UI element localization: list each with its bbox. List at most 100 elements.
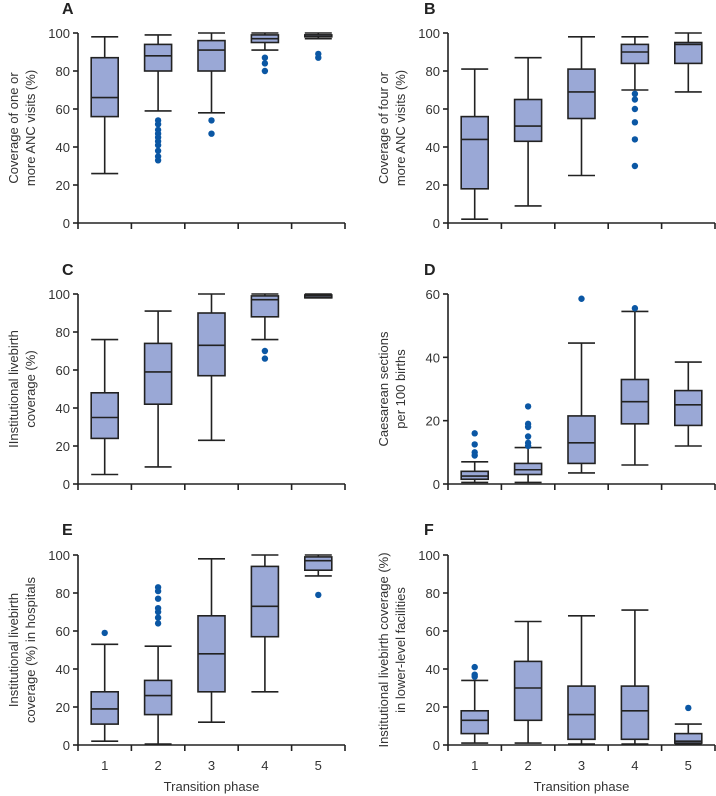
- box-phase-1: [460, 430, 490, 484]
- y-tick-label: 60: [426, 624, 440, 639]
- x-tick-label: 3: [208, 758, 215, 773]
- iqr-box: [197, 312, 226, 377]
- outlier-point: [154, 595, 162, 602]
- x-tick-label: 3: [578, 758, 585, 773]
- iqr-box: [143, 43, 173, 72]
- y-tick-label: 80: [56, 586, 70, 601]
- iqr-box: [620, 685, 650, 741]
- iqr-box: [673, 389, 703, 427]
- outlier-point: [154, 614, 162, 621]
- y-tick-label: 60: [56, 624, 70, 639]
- y-tick-label: 80: [56, 325, 70, 340]
- box-phase-5: [673, 32, 703, 93]
- y-tick-label: 80: [426, 586, 440, 601]
- box-phase-5: [303, 32, 333, 61]
- box-phase-4: [620, 305, 650, 466]
- iqr-box: [620, 43, 650, 65]
- box-phase-2: [143, 34, 173, 164]
- y-tick-label: 60: [56, 102, 70, 117]
- x-tick-label: 1: [471, 758, 478, 773]
- y-tick-label: 20: [56, 700, 70, 715]
- iqr-box: [567, 415, 596, 465]
- panel-letter: B: [424, 1, 436, 18]
- y-tick-label: 40: [426, 662, 440, 677]
- box-phase-4: [250, 32, 280, 75]
- y-tick-label: 0: [433, 216, 440, 231]
- panel-letter: E: [62, 522, 73, 539]
- y-tick-label: 20: [426, 178, 440, 193]
- y-tick-label: 100: [48, 287, 70, 302]
- box-phase-3: [567, 295, 596, 474]
- outlier-point: [631, 105, 639, 113]
- box-phase-2: [513, 403, 543, 484]
- box-phase-4: [620, 609, 650, 745]
- y-axis-title: Coverage of one or: [6, 72, 21, 184]
- x-axis-title: Transition phase: [164, 779, 260, 794]
- x-tick-label: 2: [524, 758, 531, 773]
- y-axis-title: Coverage of four or: [376, 71, 391, 184]
- box-phase-1: [90, 35, 119, 175]
- outlier-point: [631, 96, 639, 103]
- box-phase-5: [673, 361, 703, 447]
- y-axis-title: Institutional livebirth coverage (%): [376, 552, 391, 747]
- y-axis-title: coverage (%): [23, 350, 38, 427]
- iqr-box: [567, 68, 596, 120]
- panel-d: D 0 20 40 60 Caesarean sections per 100 births: [376, 262, 716, 492]
- outlier-point: [154, 157, 162, 164]
- box-phase-3: [567, 614, 596, 745]
- box-phase-2: [513, 56, 543, 207]
- box-phase-1: [460, 663, 490, 744]
- x-tick-label: 1: [101, 758, 108, 773]
- box-phase-5: [673, 704, 703, 745]
- iqr-box: [303, 556, 333, 572]
- y-axis-title: more ANC visits (%): [23, 70, 38, 186]
- iqr-box: [90, 56, 119, 118]
- iqr-box: [197, 39, 226, 72]
- panel-letter: F: [424, 522, 434, 539]
- outlier-point: [685, 704, 692, 712]
- panel-letter: A: [62, 1, 74, 18]
- y-tick-label: 0: [433, 738, 440, 753]
- y-tick-label: 100: [48, 26, 70, 41]
- outlier-point: [471, 441, 478, 448]
- box-phase-2: [143, 310, 173, 468]
- y-tick-label: 40: [426, 140, 440, 155]
- x-tick-label: 4: [261, 758, 268, 773]
- outlier-point: [154, 141, 162, 149]
- iqr-box: [673, 41, 703, 65]
- y-tick-label: 40: [426, 350, 440, 365]
- y-tick-label: 20: [56, 439, 70, 454]
- outlier-point: [631, 305, 639, 312]
- x-tick-label: 5: [315, 758, 322, 773]
- y-tick-label: 100: [48, 548, 70, 563]
- panel-f: F 0 20 40 60 80 100 1 2 3 4 5 Transition phase Instit…: [376, 522, 716, 794]
- iqr-box: [90, 690, 119, 725]
- box-phase-2: [143, 584, 173, 745]
- y-tick-label: 0: [63, 216, 70, 231]
- iqr-box: [90, 391, 119, 440]
- y-tick-label: 40: [56, 140, 70, 155]
- outlier-point: [208, 130, 215, 137]
- iqr-box: [250, 295, 280, 318]
- iqr-box: [460, 115, 490, 190]
- outlier-point: [471, 673, 478, 680]
- y-tick-label: 0: [63, 477, 70, 492]
- y-tick-label: 20: [56, 178, 70, 193]
- outlier-point: [631, 119, 639, 126]
- y-tick-label: 0: [433, 477, 440, 492]
- panel-c: C 0 20 40 60 80 100 IInstitutional livebirth cov…: [6, 262, 346, 492]
- outlier-point: [154, 147, 162, 154]
- outlier-point: [261, 347, 269, 355]
- box-phase-1: [460, 68, 490, 220]
- box-phase-3: [197, 293, 226, 442]
- outlier-point: [471, 663, 478, 671]
- x-tick-label: 2: [154, 758, 161, 773]
- panel-letter: C: [62, 262, 74, 279]
- outlier-point: [154, 121, 162, 128]
- panel-e: E 0 20 40 60 80 100 1 2 3 4 5 Transition phase Instit…: [6, 522, 346, 794]
- outlier-point: [261, 355, 269, 362]
- panel-letter: D: [424, 262, 436, 279]
- box-phase-4: [250, 293, 280, 362]
- box-phase-3: [197, 32, 226, 137]
